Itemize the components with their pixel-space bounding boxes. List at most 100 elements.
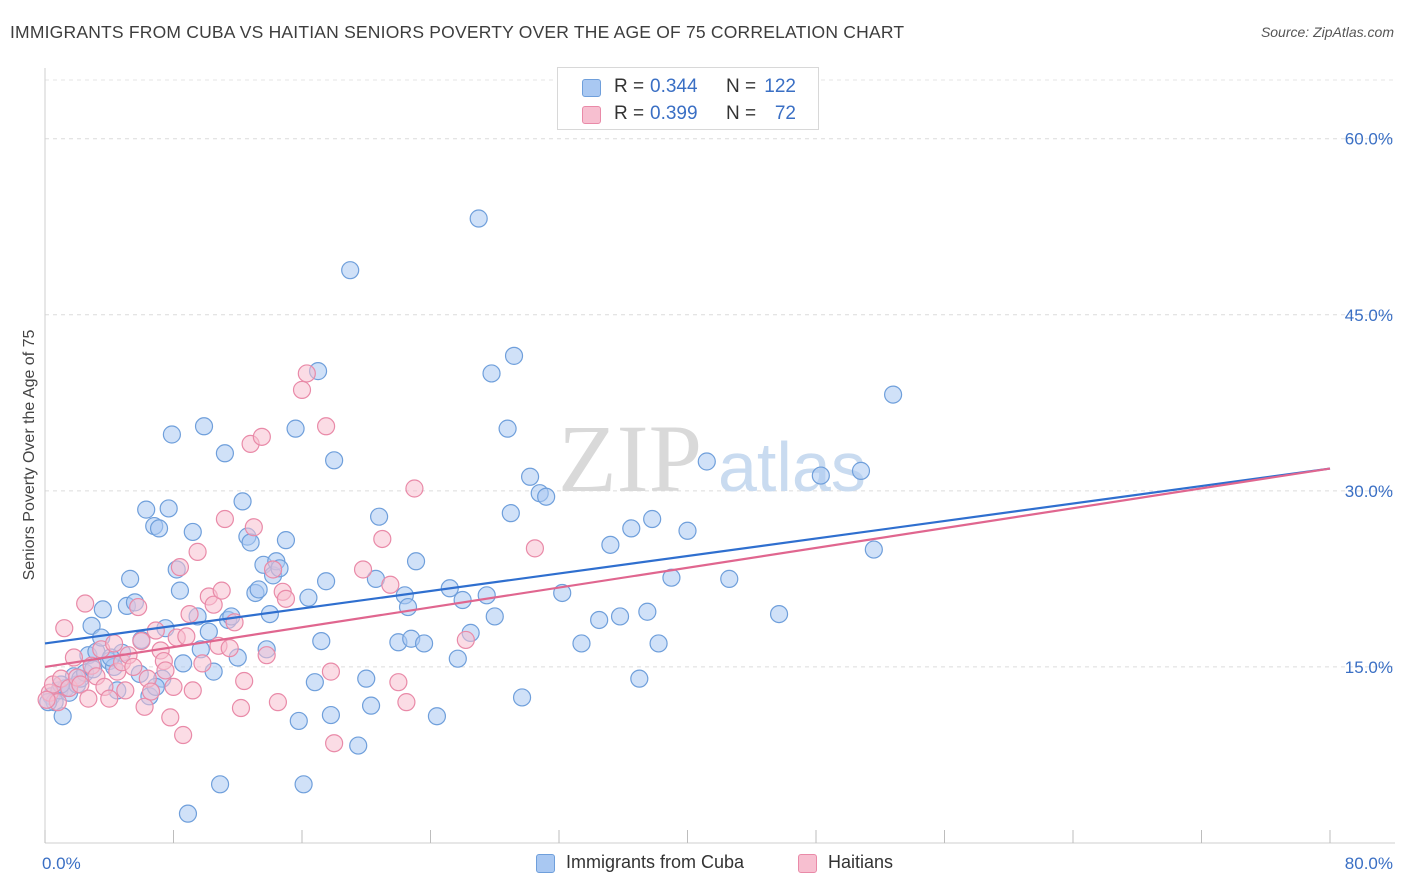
- data-point-haitians: [141, 682, 161, 701]
- data-point-cuba: [357, 669, 376, 688]
- data-point-haitians: [456, 630, 475, 650]
- legend-r-value: 0.399: [650, 103, 698, 124]
- data-point-cuba: [512, 688, 532, 707]
- legend-label-haitians: Haitians: [828, 852, 894, 872]
- data-point-cuba: [370, 507, 389, 526]
- data-point-haitians: [37, 690, 56, 709]
- data-point-cuba: [697, 452, 716, 471]
- data-point-cuba: [485, 607, 504, 626]
- data-point-cuba: [482, 364, 501, 383]
- data-point-haitians: [174, 725, 193, 745]
- trend-line-haitians: [44, 467, 1331, 669]
- data-point-haitians: [104, 634, 124, 653]
- y-tick-label: 45.0%: [1345, 306, 1393, 325]
- legend-n-value: 72: [774, 103, 796, 124]
- data-point-haitians: [268, 693, 288, 712]
- data-point-haitians: [193, 654, 212, 673]
- axes: [44, 68, 1395, 844]
- data-point-cuba: [249, 580, 268, 599]
- legend-swatch-cuba: [536, 854, 555, 873]
- data-point-haitians: [212, 581, 231, 600]
- data-point-cuba: [501, 504, 520, 523]
- data-point-haitians: [116, 681, 135, 700]
- series-cuba-points: [39, 209, 903, 823]
- data-point-cuba: [520, 467, 540, 486]
- data-point-cuba: [427, 707, 447, 726]
- data-point-haitians: [220, 639, 239, 658]
- data-point-cuba: [590, 610, 609, 630]
- data-point-haitians: [292, 380, 312, 399]
- data-point-haitians: [325, 734, 344, 753]
- data-point-cuba: [121, 569, 140, 588]
- data-point-cuba: [769, 604, 789, 624]
- data-point-haitians: [71, 675, 90, 694]
- legend-row-haitians: R = 0.399 N = 72: [558, 102, 818, 128]
- series-legend: Immigrants from Cuba Haitians: [0, 851, 1406, 879]
- data-point-cuba: [215, 444, 234, 463]
- data-point-cuba: [504, 346, 524, 365]
- tick-labels: 15.0% 30.0% 45.0% 60.0% 0.0% 80.0%: [42, 130, 1393, 873]
- data-point-haitians: [164, 677, 183, 696]
- data-point-cuba: [811, 466, 830, 485]
- data-point-cuba: [643, 509, 662, 529]
- legend-n-value: 122: [764, 76, 796, 97]
- series-haitians-points: [37, 364, 545, 753]
- data-point-haitians: [231, 698, 251, 718]
- data-point-haitians: [76, 594, 95, 613]
- data-point-cuba: [241, 533, 260, 552]
- data-point-cuba: [469, 209, 488, 228]
- data-point-cuba: [448, 649, 467, 668]
- x-tick-label-min: 0.0%: [42, 854, 81, 873]
- data-point-haitians: [389, 673, 408, 692]
- data-point-haitians: [146, 621, 165, 640]
- data-point-haitians: [276, 589, 296, 608]
- grid-lines: [45, 79, 1395, 668]
- data-point-haitians: [204, 595, 223, 614]
- data-point-haitians: [252, 427, 271, 446]
- data-point-cuba: [622, 519, 641, 538]
- data-point-cuba: [477, 586, 496, 605]
- data-point-haitians: [525, 539, 545, 558]
- data-point-cuba: [572, 634, 591, 653]
- data-point-cuba: [678, 521, 697, 540]
- data-point-cuba: [341, 261, 360, 280]
- data-point-cuba: [210, 775, 230, 794]
- data-point-cuba: [178, 804, 198, 823]
- correlation-legend: R = 0.344 N = 122 R = 0.399 N = 72: [557, 67, 819, 130]
- data-point-haitians: [373, 529, 392, 549]
- data-point-cuba: [851, 461, 871, 480]
- data-point-cuba: [883, 385, 903, 404]
- legend-r-value: 0.344: [650, 76, 698, 97]
- data-point-cuba: [162, 425, 181, 444]
- data-point-cuba: [864, 540, 883, 559]
- legend-n-label: N =: [726, 76, 757, 97]
- data-point-cuba: [194, 417, 214, 436]
- data-point-cuba: [398, 597, 418, 617]
- chart-title: IMMIGRANTS FROM CUBA VS HAITIAN SENIORS …: [10, 22, 905, 42]
- data-point-cuba: [299, 588, 318, 607]
- legend-row-cuba: R = 0.344 N = 122: [558, 75, 818, 101]
- legend-swatch-cuba: [582, 79, 601, 97]
- data-point-cuba: [174, 654, 193, 673]
- data-point-cuba: [316, 572, 336, 591]
- legend-n-label: N =: [726, 103, 757, 124]
- data-point-cuba: [159, 499, 178, 518]
- data-point-cuba: [453, 590, 472, 610]
- data-point-haitians: [381, 575, 400, 594]
- data-point-haitians: [170, 558, 190, 577]
- data-point-haitians: [257, 646, 276, 665]
- data-point-haitians: [124, 657, 143, 677]
- data-point-cuba: [286, 419, 305, 438]
- data-point-cuba: [720, 569, 739, 588]
- data-point-cuba: [276, 531, 296, 550]
- data-point-haitians: [135, 697, 154, 716]
- data-point-haitians: [79, 689, 98, 708]
- data-point-cuba: [233, 492, 252, 511]
- data-point-cuba: [537, 487, 556, 506]
- data-point-cuba: [199, 622, 218, 641]
- data-point-haitians: [55, 619, 74, 638]
- legend-swatch-haitians: [582, 106, 601, 124]
- legend-r-label: R =: [614, 76, 645, 97]
- data-point-haitians: [244, 518, 263, 537]
- data-point-cuba: [406, 552, 426, 571]
